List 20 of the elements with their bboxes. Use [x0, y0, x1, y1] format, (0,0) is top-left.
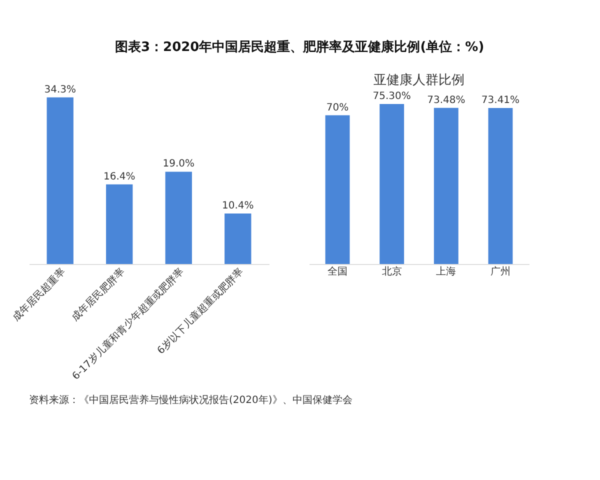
data-label: 73.48%: [427, 94, 466, 106]
bar: [106, 184, 133, 264]
x-tick-label: 北京: [382, 266, 402, 278]
bar: [224, 213, 252, 264]
text: 图表3：2020年中国居民超重、肥胖率及亚健康比例(单位：%): [114, 38, 484, 55]
chart-title: 亚健康人群比例: [374, 72, 464, 88]
bar: [46, 97, 74, 264]
x-tick-label: 上海: [436, 266, 456, 278]
data-label: 70%: [326, 102, 349, 114]
data-label: 34.3%: [44, 84, 76, 96]
data-label: 16.4%: [103, 171, 136, 182]
text: 资料来源：《中国居民营养与慢性病状况报告(2020年)》、中国保健学会: [29, 394, 352, 406]
data-label: 19.0%: [162, 158, 195, 170]
x-tick-label: 广州: [490, 266, 510, 278]
data-label: 10.4%: [222, 200, 254, 212]
data-label: 73.41%: [481, 95, 520, 106]
data-label: 75.30%: [372, 90, 411, 102]
x-tick-label: 成年居民超重率: [10, 266, 68, 324]
x-tick-label: 全国: [328, 266, 348, 278]
bar: [165, 172, 192, 264]
